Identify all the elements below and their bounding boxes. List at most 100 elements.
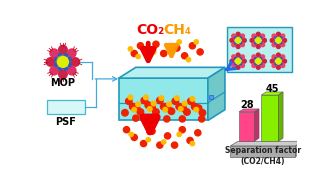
Circle shape <box>58 66 62 70</box>
Circle shape <box>262 59 266 63</box>
Polygon shape <box>239 109 259 112</box>
Circle shape <box>242 59 246 63</box>
Circle shape <box>131 134 137 140</box>
Text: MOP: MOP <box>50 78 76 88</box>
Circle shape <box>67 66 76 75</box>
Circle shape <box>159 96 164 100</box>
Circle shape <box>164 133 171 139</box>
Circle shape <box>239 42 242 44</box>
Circle shape <box>241 43 245 47</box>
Circle shape <box>280 42 282 44</box>
Circle shape <box>164 116 170 122</box>
Circle shape <box>133 115 139 121</box>
Circle shape <box>199 116 205 122</box>
Circle shape <box>137 109 144 115</box>
Circle shape <box>128 95 133 100</box>
Text: (CO2/CH4): (CO2/CH4) <box>241 157 285 167</box>
Circle shape <box>168 108 175 115</box>
Circle shape <box>270 59 274 63</box>
Circle shape <box>132 107 137 112</box>
Circle shape <box>141 97 148 104</box>
Circle shape <box>153 109 159 115</box>
Circle shape <box>239 37 242 39</box>
Circle shape <box>261 43 265 47</box>
Circle shape <box>144 95 148 100</box>
Bar <box>230 146 295 157</box>
Circle shape <box>281 64 285 67</box>
Circle shape <box>255 42 257 44</box>
Circle shape <box>172 98 179 105</box>
Circle shape <box>172 142 178 148</box>
Circle shape <box>129 103 136 110</box>
Circle shape <box>235 63 237 65</box>
Bar <box>239 112 254 141</box>
Bar <box>119 78 208 120</box>
Circle shape <box>123 127 130 133</box>
Circle shape <box>187 137 193 144</box>
Circle shape <box>236 32 240 36</box>
Circle shape <box>280 63 282 65</box>
Circle shape <box>283 39 286 42</box>
Circle shape <box>272 55 276 59</box>
Circle shape <box>145 102 151 108</box>
Circle shape <box>136 102 141 107</box>
Circle shape <box>194 40 198 44</box>
Circle shape <box>136 54 140 59</box>
Text: 45: 45 <box>265 84 279 94</box>
Circle shape <box>164 105 171 111</box>
Circle shape <box>252 55 256 59</box>
Circle shape <box>64 54 68 57</box>
Circle shape <box>230 39 234 42</box>
Circle shape <box>236 65 240 69</box>
Circle shape <box>189 43 195 49</box>
Circle shape <box>176 103 182 110</box>
Circle shape <box>275 37 277 39</box>
Circle shape <box>175 96 179 100</box>
Circle shape <box>151 101 156 106</box>
Bar <box>209 95 213 99</box>
Polygon shape <box>279 92 283 141</box>
Circle shape <box>272 64 276 67</box>
Circle shape <box>281 34 285 38</box>
Circle shape <box>256 65 260 69</box>
Circle shape <box>174 45 180 51</box>
Circle shape <box>54 63 58 67</box>
Circle shape <box>255 58 261 64</box>
Text: CH₄: CH₄ <box>164 23 192 37</box>
Circle shape <box>131 50 137 57</box>
Circle shape <box>283 59 286 63</box>
Circle shape <box>184 109 190 115</box>
Circle shape <box>256 53 260 57</box>
Circle shape <box>128 47 133 51</box>
Circle shape <box>252 34 256 38</box>
Circle shape <box>182 53 188 59</box>
Circle shape <box>255 58 257 60</box>
Bar <box>261 95 279 141</box>
Circle shape <box>272 34 276 38</box>
Circle shape <box>190 141 195 146</box>
Circle shape <box>146 138 150 142</box>
Circle shape <box>149 128 155 134</box>
Circle shape <box>256 32 260 36</box>
Circle shape <box>50 66 58 75</box>
Circle shape <box>148 107 152 111</box>
Circle shape <box>252 43 256 47</box>
Circle shape <box>157 142 163 148</box>
Circle shape <box>50 49 58 57</box>
Circle shape <box>255 37 257 39</box>
Circle shape <box>280 58 282 60</box>
Circle shape <box>67 63 71 67</box>
Circle shape <box>161 140 166 144</box>
Circle shape <box>122 110 128 116</box>
Circle shape <box>194 107 199 112</box>
Circle shape <box>153 41 159 47</box>
Circle shape <box>250 59 254 63</box>
Circle shape <box>187 98 194 105</box>
Circle shape <box>261 34 265 38</box>
Circle shape <box>186 57 191 62</box>
Circle shape <box>262 39 266 42</box>
Circle shape <box>252 64 256 67</box>
Circle shape <box>149 104 155 111</box>
Bar <box>48 100 85 114</box>
Circle shape <box>64 66 68 70</box>
